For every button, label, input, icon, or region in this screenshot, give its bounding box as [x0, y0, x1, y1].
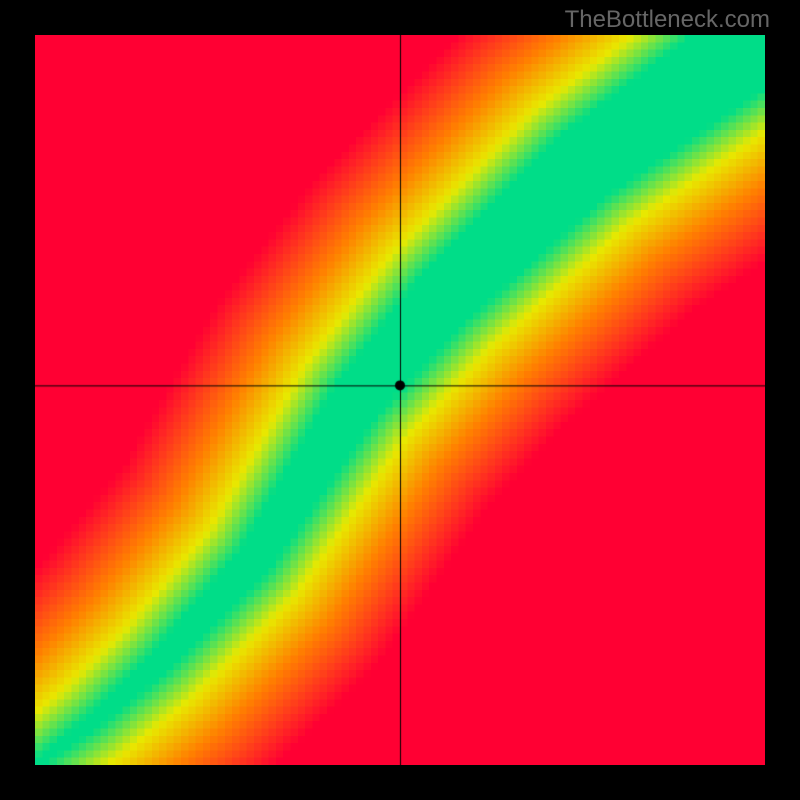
watermark-text: TheBottleneck.com	[565, 6, 770, 34]
bottleneck-heatmap	[35, 35, 765, 765]
chart-container: TheBottleneck.com	[0, 0, 800, 800]
